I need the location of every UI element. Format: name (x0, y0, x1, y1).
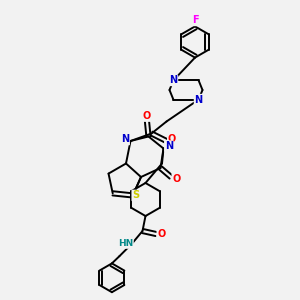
Text: F: F (192, 15, 198, 26)
Text: N: N (169, 75, 178, 85)
Text: HN: HN (118, 239, 133, 248)
Text: O: O (142, 111, 151, 121)
Text: O: O (157, 229, 166, 239)
Text: N: N (165, 141, 173, 151)
Text: O: O (172, 173, 181, 184)
Text: S: S (132, 190, 140, 200)
Text: O: O (168, 134, 176, 145)
Text: N: N (121, 134, 129, 145)
Text: N: N (194, 94, 203, 105)
